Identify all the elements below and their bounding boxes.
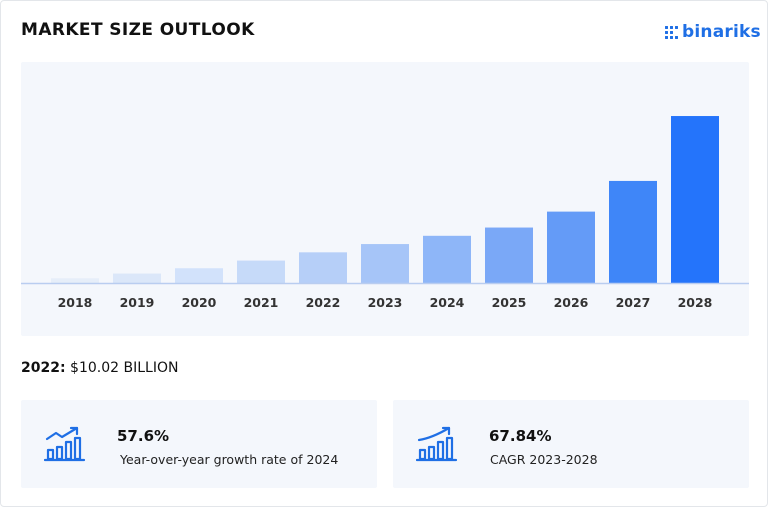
x-tick-label: 2018 (58, 295, 93, 310)
bar-2024 (423, 235, 471, 283)
bar-2023 (361, 244, 409, 283)
logo-dots-icon (665, 26, 679, 39)
x-tick-label: 2022 (306, 295, 341, 310)
growth-chart-icon (415, 425, 458, 467)
x-tick-label: 2026 (554, 295, 589, 310)
logo-text: binariks (682, 22, 761, 42)
bar-2022 (299, 252, 347, 283)
x-tick-label: 2020 (182, 295, 217, 310)
bar-chart: 2018 2019 2020 2021 2022 2023 2024 2025 2026 2027… (21, 116, 749, 310)
bar-2019 (113, 273, 161, 283)
x-tick-label: 2024 (430, 295, 465, 310)
bar-2020 (175, 268, 223, 283)
stat-card-cagr: 67.84% CAGR 2023-2028 (393, 400, 749, 488)
stat-label-yoy: Year-over-year growth rate of 2024 (120, 452, 339, 467)
headline-amount: $10.02 (70, 360, 120, 376)
bar-2026 (547, 211, 595, 283)
x-tick-label: 2025 (492, 295, 527, 310)
x-tick-label: 2023 (368, 295, 403, 310)
x-tick-label: 2021 (244, 295, 279, 310)
bar-2028 (671, 116, 719, 283)
stat-card-yoy: 57.6% Year-over-year growth rate of 2024 (21, 400, 377, 488)
x-tick-label: 2027 (616, 295, 651, 310)
x-tick-label: 2028 (678, 295, 713, 310)
stat-value-cagr: 67.84% (489, 427, 552, 445)
brand-logo: binariks (665, 22, 761, 42)
bar-2027 (609, 180, 657, 283)
market-size-headline: 2022: $10.02 BILLION (21, 360, 178, 376)
stat-label-cagr: CAGR 2023-2028 (490, 452, 598, 467)
stat-value-yoy: 57.6% (117, 427, 170, 445)
headline-year: 2022: (21, 360, 66, 376)
headline-unit: BILLION (123, 360, 179, 376)
growth-chart-icon (43, 425, 86, 467)
bar-2025 (485, 227, 533, 283)
page-title: MARKET SIZE OUTLOOK (21, 20, 255, 40)
bar-2021 (237, 260, 285, 283)
bar-2018 (51, 278, 99, 283)
chart-panel: 2018 2019 2020 2021 2022 2023 2024 2025 2026 2027… (21, 62, 749, 336)
x-tick-label: 2019 (120, 295, 155, 310)
